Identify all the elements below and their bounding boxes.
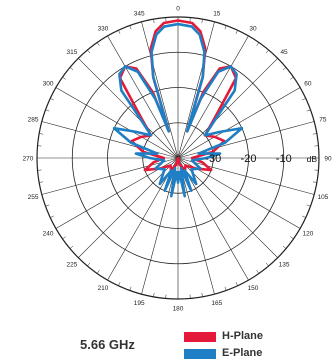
legend-item-h-plane: H-Plane (184, 330, 324, 347)
frequency-label: 5.66 GHz (80, 337, 135, 352)
radial-label--20: -20 (241, 153, 257, 165)
grid-spoke-105 (177, 157, 315, 195)
grid-minor-tick-100 (312, 181, 317, 183)
grid-minor-tick-40 (265, 49, 269, 54)
angle-label-210: 210 (98, 285, 109, 292)
angle-label-0: 0 (176, 5, 180, 12)
angle-label-105: 105 (317, 194, 328, 201)
radial-unit-label: dB (307, 154, 318, 164)
grid-minor-tick-115 (302, 215, 306, 218)
grid-minor-tick-125 (290, 236, 294, 240)
angle-label-75: 75 (319, 116, 327, 123)
grid-minor-tick-215 (96, 270, 100, 274)
angle-label-240: 240 (43, 230, 54, 237)
grid-minor-tick-190 (153, 292, 155, 297)
grid-minor-tick-220 (87, 262, 91, 267)
legend-swatch-h-plane (184, 332, 216, 342)
grid-minor-tick-160 (224, 286, 227, 291)
series-line-e-plane (112, 22, 244, 198)
grid-minor-tick-25 (235, 30, 238, 34)
grid-minor-tick-235 (62, 236, 66, 240)
grid-minor-tick-155 (235, 282, 238, 286)
grid-minor-tick-10 (201, 19, 203, 24)
labels-layer: 0 15 30 45 60 75 90 105 120 135 150 165 180 195 210 225… (23, 5, 332, 312)
grid-spoke-195 (141, 157, 179, 295)
grid-minor-tick-340 (129, 25, 132, 30)
grid-spoke-165 (177, 157, 215, 295)
angle-label-45: 45 (280, 49, 288, 56)
angle-label-135: 135 (279, 261, 290, 268)
series-layer (112, 19, 244, 198)
grid-minor-tick-295 (50, 98, 54, 101)
angle-label-285: 285 (28, 116, 39, 123)
legend-label-e-plane: E-Plane (222, 347, 263, 359)
angle-label-270: 270 (23, 155, 34, 162)
grid-minor-tick-130 (282, 245, 287, 249)
angle-label-255: 255 (28, 194, 39, 201)
grid-spoke-60 (177, 87, 301, 159)
radial-label--10: -10 (276, 153, 292, 165)
grid-spoke-135 (177, 157, 278, 258)
grid-minor-tick-110 (306, 204, 311, 207)
angle-label-120: 120 (302, 230, 313, 237)
grid-minor-tick-35 (256, 42, 260, 46)
grid-spoke-315 (78, 58, 179, 159)
angle-label-150: 150 (248, 285, 259, 292)
series-line-h-plane (118, 19, 238, 172)
grid-spoke-330 (107, 35, 179, 159)
angle-label-315: 315 (67, 49, 78, 56)
grid-minor-tick-55 (290, 76, 294, 80)
grid-spoke-15 (177, 21, 215, 159)
grid-spoke-30 (177, 35, 249, 159)
angle-label-300: 300 (43, 80, 54, 87)
grid-minor-tick-320 (87, 49, 91, 54)
grid-minor-tick-200 (129, 286, 132, 291)
angle-label-180: 180 (173, 305, 184, 312)
grid-minor-tick-230 (69, 245, 74, 249)
grid-minor-tick-335 (118, 30, 121, 34)
grid-spoke-225 (78, 157, 179, 258)
legend-label-h-plane: H-Plane (222, 330, 263, 342)
grid-minor-tick-170 (201, 292, 203, 297)
grid-minor-tick-80 (312, 133, 317, 135)
grid-minor-tick-260 (39, 181, 44, 183)
angle-label-225: 225 (67, 261, 78, 268)
grid-minor-tick-205 (118, 282, 121, 286)
grid-minor-tick-140 (265, 262, 269, 267)
angle-label-15: 15 (213, 10, 221, 17)
angle-label-30: 30 (249, 25, 257, 32)
legend-item-e-plane: E-Plane (184, 347, 324, 364)
grid-minor-tick-280 (39, 133, 44, 135)
legend-swatch-e-plane (184, 349, 216, 359)
grid-minor-tick-70 (306, 109, 311, 112)
angle-label-165: 165 (211, 300, 222, 307)
grid-spoke-45 (177, 58, 278, 159)
angle-label-60: 60 (304, 80, 312, 87)
grid-spoke-345 (141, 21, 179, 159)
angle-label-195: 195 (134, 300, 145, 307)
polar-plot: 0 15 30 45 60 75 90 105 120 135 150 165 180 195 210 225… (23, 5, 332, 312)
grid-minor-tick-50 (282, 67, 287, 71)
grid-minor-tick-305 (62, 76, 66, 80)
grid-minor-tick-20 (224, 25, 227, 30)
legend: H-Plane E-Plane (184, 330, 324, 364)
angle-label-330: 330 (98, 25, 109, 32)
grid-spoke-255 (41, 157, 179, 195)
grid-minor-tick-65 (302, 98, 306, 101)
grid-minor-tick-350 (153, 19, 155, 24)
angle-label-345: 345 (134, 10, 145, 17)
grid-minor-tick-250 (45, 204, 50, 207)
grid-minor-tick-325 (96, 42, 100, 46)
grid-minor-tick-290 (45, 109, 50, 112)
grid-minor-tick-245 (50, 215, 54, 218)
grid-minor-tick-310 (69, 67, 74, 71)
grid-minor-tick-145 (256, 270, 260, 274)
angle-label-90: 90 (324, 155, 332, 162)
radial-label--30: -30 (205, 153, 221, 165)
grid-spoke-300 (55, 87, 179, 159)
